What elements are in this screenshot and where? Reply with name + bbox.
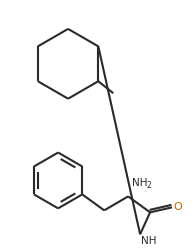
Text: NH: NH xyxy=(141,236,157,246)
Text: NH: NH xyxy=(132,179,148,188)
Text: 2: 2 xyxy=(147,181,151,190)
Text: O: O xyxy=(173,202,182,212)
